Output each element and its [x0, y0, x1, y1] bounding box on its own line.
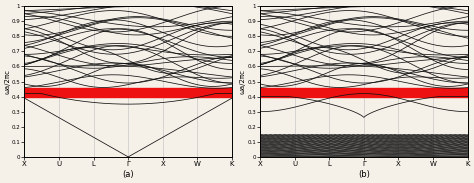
Y-axis label: ωa/2πc: ωa/2πc — [240, 69, 246, 94]
Bar — [25, 88, 232, 97]
X-axis label: (a): (a) — [122, 170, 134, 179]
X-axis label: (b): (b) — [358, 170, 370, 179]
Bar — [260, 88, 467, 97]
Y-axis label: ωa/2πc: ωa/2πc — [4, 69, 10, 94]
